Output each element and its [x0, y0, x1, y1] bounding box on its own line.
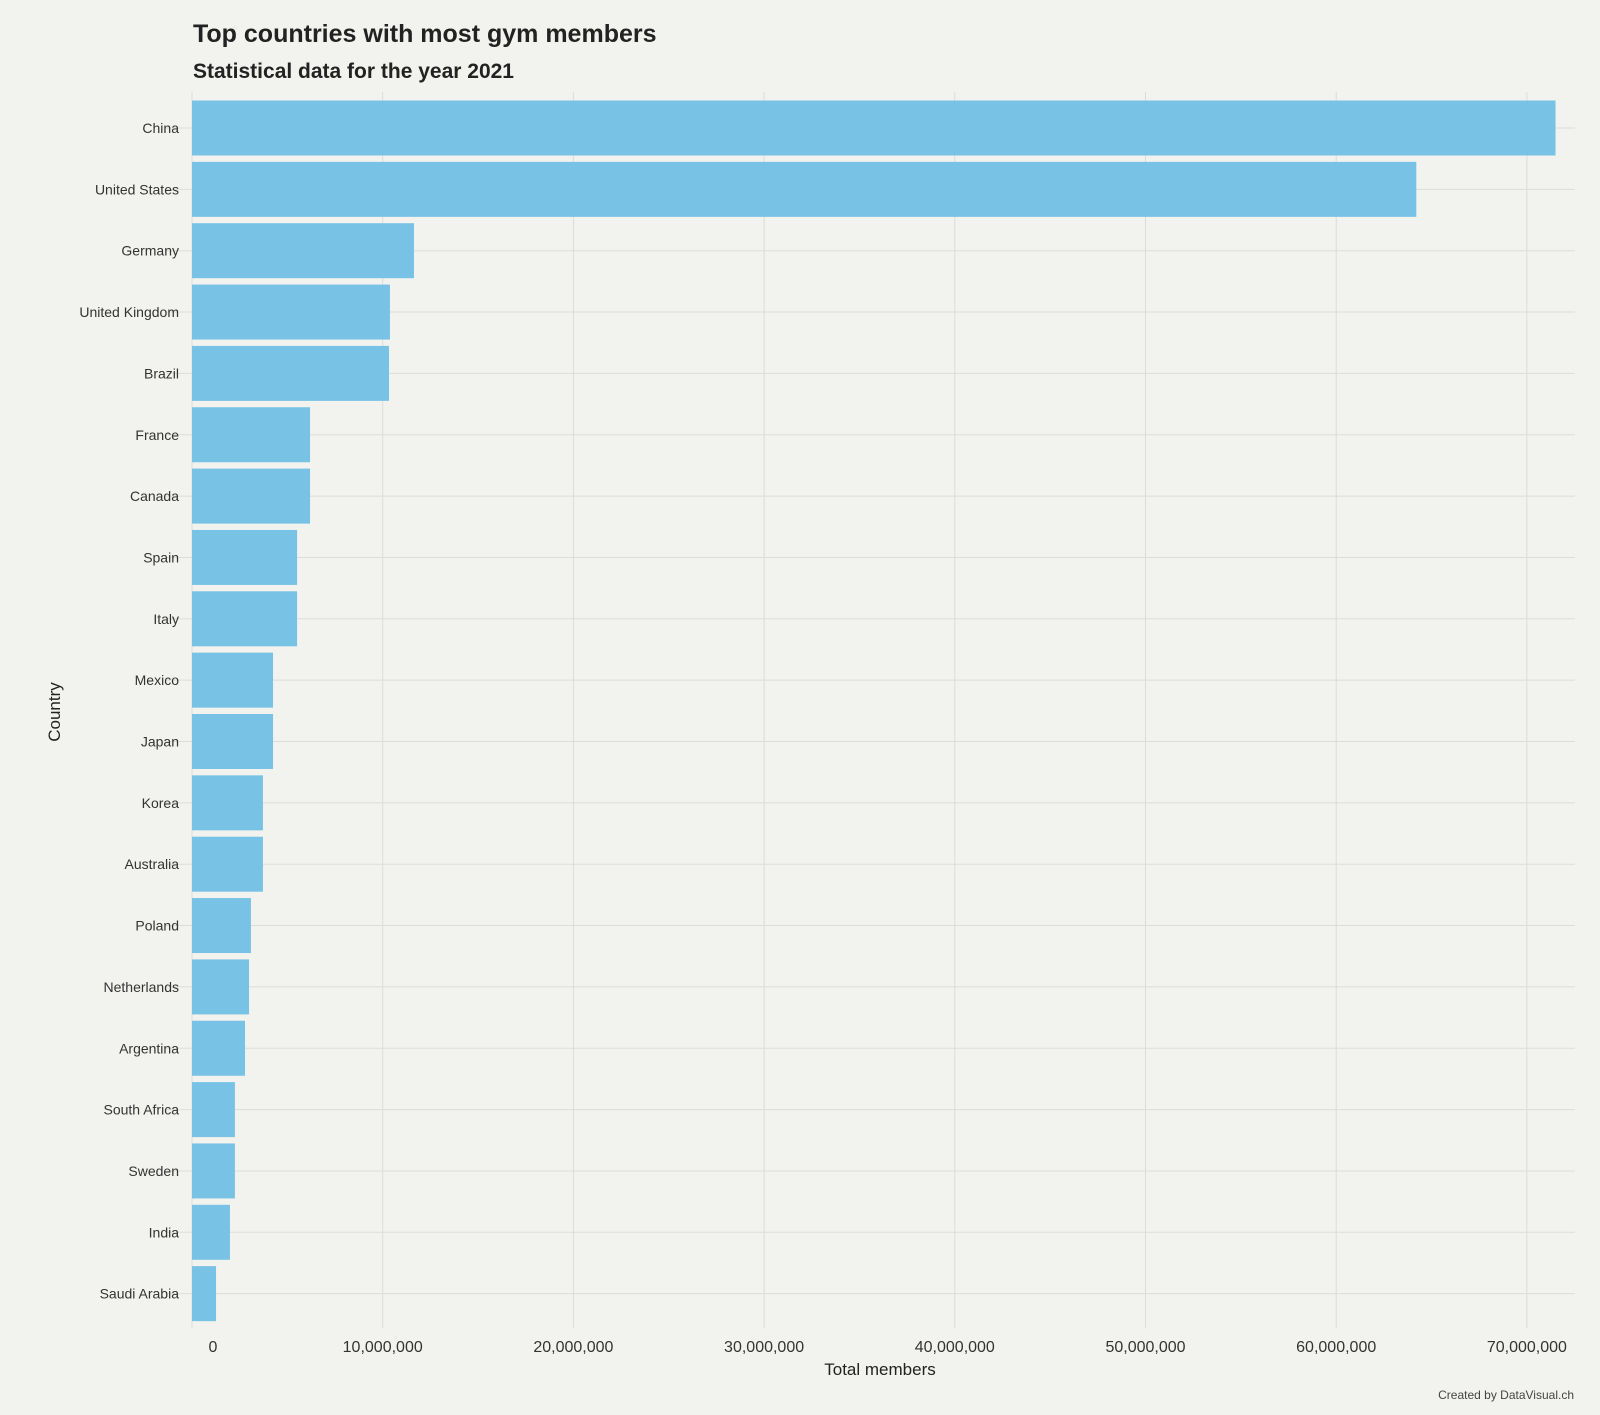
y-tick-label: China — [142, 120, 179, 136]
y-tick-label: Argentina — [119, 1040, 179, 1056]
x-tick-label: 0 — [209, 1339, 218, 1356]
y-tick-label: United States — [95, 181, 179, 197]
bar-spain — [192, 529, 298, 585]
y-tick-label: Mexico — [135, 672, 180, 688]
bar-canada — [192, 468, 311, 524]
x-axis-title: Total members — [824, 1360, 935, 1379]
bar-france — [192, 407, 311, 463]
y-tick-label: Sweden — [128, 1163, 179, 1179]
bar-sweden — [192, 1143, 235, 1199]
y-tick-label: Spain — [143, 549, 179, 565]
y-tick-label: Brazil — [144, 365, 179, 381]
y-tick-label: Japan — [141, 734, 179, 750]
bar-china — [192, 100, 1556, 156]
y-tick-label: Italy — [153, 611, 179, 627]
x-tick-label: 70,000,000 — [1487, 1339, 1567, 1356]
y-tick-label: India — [149, 1224, 180, 1240]
y-tick-labels: China United States Germany United Kingdom B… — [79, 120, 179, 1302]
bars — [192, 100, 1556, 1322]
chart-subtitle: Statistical data for the year 2021 — [193, 60, 514, 83]
chart-caption: Created by DataVisual.ch — [1438, 1388, 1574, 1402]
bar-japan — [192, 714, 274, 769]
y-tick-label: Saudi Arabia — [100, 1286, 180, 1302]
bar-netherlands — [192, 959, 250, 1015]
bar-korea — [192, 775, 263, 831]
x-tick-label: 60,000,000 — [1296, 1339, 1376, 1356]
y-tick-label: Poland — [135, 918, 179, 934]
x-tick-label: 20,000,000 — [533, 1339, 613, 1356]
bar-poland — [192, 898, 251, 954]
bar-south-africa — [192, 1082, 235, 1138]
y-tick-label: Netherlands — [104, 979, 180, 995]
y-tick-label: United Kingdom — [79, 304, 179, 320]
x-tick-labels: 0 10,000,000 20,000,000 30,000,000 40,000,00… — [209, 1339, 1567, 1356]
y-tick-label: Germany — [121, 243, 179, 259]
x-tick-label: 10,000,000 — [343, 1339, 423, 1356]
x-tick-label: 30,000,000 — [724, 1339, 804, 1356]
bar-saudi-arabia — [192, 1266, 217, 1322]
bar-india — [192, 1204, 230, 1260]
x-tick-label: 40,000,000 — [915, 1339, 995, 1356]
chart-title: Top countries with most gym members — [193, 20, 657, 48]
y-tick-label: South Africa — [104, 1102, 180, 1118]
x-tick-label: 50,000,000 — [1105, 1339, 1185, 1356]
y-axis-title: Country — [45, 682, 64, 742]
bar-united-kingdom — [192, 284, 390, 340]
bar-australia — [192, 836, 263, 892]
y-tick-label: Korea — [142, 795, 180, 811]
bar-italy — [192, 591, 298, 647]
bar-mexico — [192, 652, 274, 708]
y-tick-label: Australia — [125, 856, 180, 872]
y-tick-label: Canada — [130, 488, 179, 504]
bar-germany — [192, 223, 414, 279]
bar-argentina — [192, 1020, 246, 1076]
y-tick-label: France — [135, 427, 179, 443]
bar-brazil — [192, 345, 389, 401]
bar-united-states — [192, 161, 1417, 217]
